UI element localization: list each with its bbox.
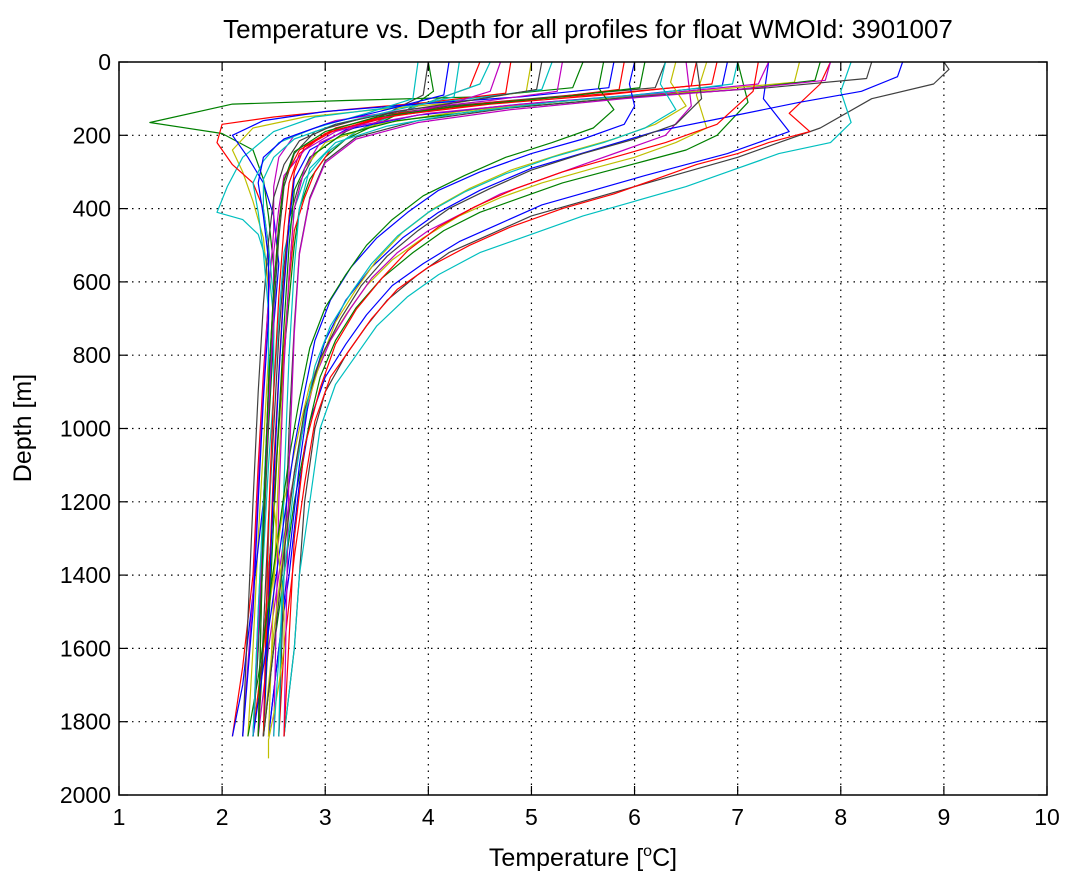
profile-line xyxy=(231,61,532,737)
profile-line xyxy=(257,61,692,737)
profile-line xyxy=(278,61,739,737)
x-axis-label: Temperature [oC] xyxy=(489,843,677,872)
profile-line xyxy=(283,61,852,737)
x-tick-label: 7 xyxy=(731,804,744,830)
y-tick-label: 200 xyxy=(73,122,111,148)
y-tick-label: 1800 xyxy=(60,709,111,735)
profile-line xyxy=(278,61,873,737)
profile-line xyxy=(273,61,677,737)
y-tick-label: 800 xyxy=(73,342,111,368)
y-tick-label: 1600 xyxy=(60,635,111,661)
profile-line xyxy=(278,61,832,737)
y-tick-label: 1000 xyxy=(60,416,111,442)
profile-line xyxy=(242,61,450,737)
x-tick-label: 6 xyxy=(628,804,641,830)
profile-line xyxy=(283,61,950,737)
axis-ticks xyxy=(118,61,1048,796)
y-tick-label: 1200 xyxy=(60,489,111,515)
y-tick-labels: 0 200 400 600 800 1000 1200 1400 1600 1800 2000 xyxy=(60,49,111,808)
y-tick-label: 1400 xyxy=(60,562,111,588)
profile-line xyxy=(283,61,759,737)
y-tick-label: 600 xyxy=(73,269,111,295)
x-tick-label: 2 xyxy=(216,804,229,830)
profile-line xyxy=(257,61,646,737)
x-tick-label: 9 xyxy=(937,804,950,830)
x-tick-labels: 1 2 3 4 5 6 7 8 9 10 xyxy=(113,804,1060,830)
profile-line xyxy=(262,61,718,737)
x-tick-label: 8 xyxy=(834,804,847,830)
profile-line xyxy=(247,61,615,737)
profile-line xyxy=(252,61,636,737)
series-lines xyxy=(149,61,950,759)
x-axis-label-degree: o xyxy=(643,843,652,860)
profile-line xyxy=(262,61,703,737)
y-axis-label: Depth [m] xyxy=(9,374,37,482)
profile-line xyxy=(267,61,904,737)
profile-line xyxy=(283,61,832,737)
x-tick-label: 4 xyxy=(422,804,435,830)
y-tick-label: 2000 xyxy=(60,782,111,808)
y-tick-label: 0 xyxy=(98,49,111,75)
x-axis-label-before: Temperature [ xyxy=(489,844,643,872)
x-axis-label-after: C] xyxy=(652,844,677,872)
x-tick-label: 1 xyxy=(113,804,126,830)
x-tick-label: 3 xyxy=(319,804,332,830)
x-tick-label: 5 xyxy=(525,804,538,830)
x-tick-label: 10 xyxy=(1034,804,1060,830)
profile-line xyxy=(242,61,543,737)
chart-title: Temperature vs. Depth for all profiles f… xyxy=(223,14,953,44)
profile-line xyxy=(267,61,801,737)
profile-line xyxy=(242,61,563,737)
profile-line xyxy=(267,501,285,759)
y-tick-label: 400 xyxy=(73,196,111,222)
